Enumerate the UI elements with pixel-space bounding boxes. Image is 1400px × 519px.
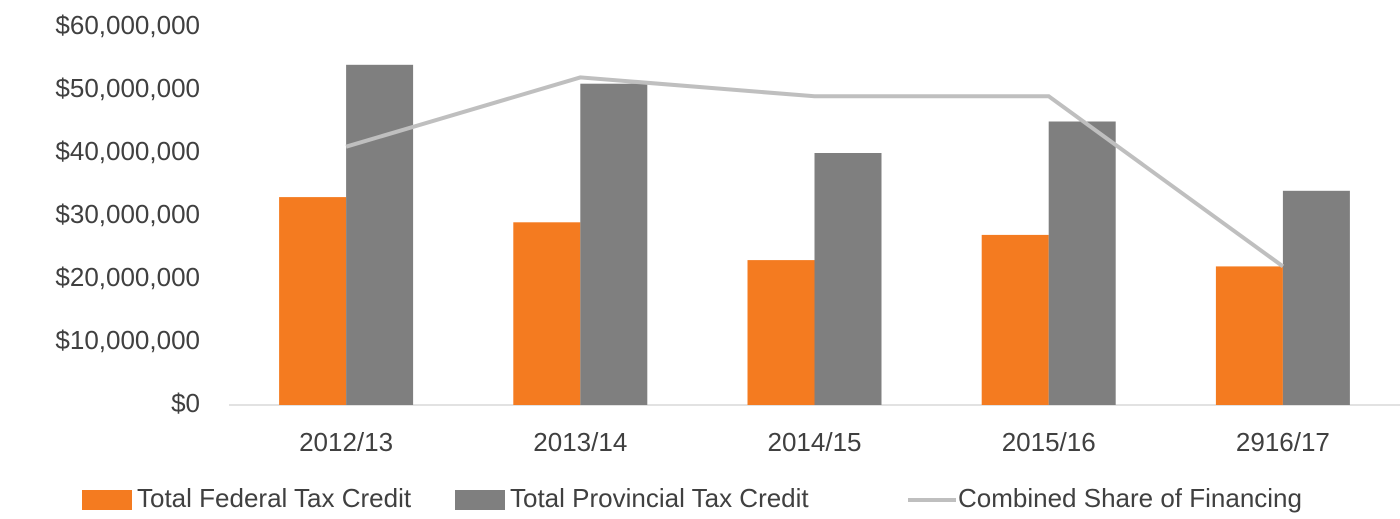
legend-swatch bbox=[82, 490, 132, 510]
x-tick-label: 2014/15 bbox=[768, 427, 862, 457]
y-tick-label: $40,000,000 bbox=[55, 136, 200, 166]
legend-label: Total Provincial Tax Credit bbox=[510, 483, 809, 513]
legend-swatch bbox=[455, 490, 505, 510]
x-tick-label: 2012/13 bbox=[299, 427, 393, 457]
y-tick-label: $60,000,000 bbox=[55, 10, 200, 40]
legend-label: Combined Share of Financing bbox=[958, 483, 1302, 513]
y-tick-label: $20,000,000 bbox=[55, 262, 200, 292]
y-tick-label: $0 bbox=[171, 388, 200, 418]
bar bbox=[513, 222, 581, 405]
line bbox=[345, 75, 1285, 269]
x-tick-label: 2015/16 bbox=[1002, 427, 1096, 457]
x-tick-label: 2013/14 bbox=[533, 427, 627, 457]
bar bbox=[747, 260, 815, 405]
y-tick-label: $30,000,000 bbox=[55, 199, 200, 229]
x-tick-label: 2916/17 bbox=[1236, 427, 1330, 457]
legend-label: Total Federal Tax Credit bbox=[137, 483, 412, 513]
y-tick-label: $10,000,000 bbox=[55, 325, 200, 355]
bar bbox=[580, 83, 648, 405]
bar bbox=[1282, 190, 1350, 405]
bar bbox=[981, 234, 1049, 405]
y-tick-label: $50,000,000 bbox=[55, 73, 200, 103]
bar bbox=[1215, 266, 1283, 405]
bar bbox=[814, 153, 882, 405]
bar bbox=[279, 197, 347, 405]
bar bbox=[1048, 121, 1116, 405]
bar bbox=[346, 64, 414, 406]
